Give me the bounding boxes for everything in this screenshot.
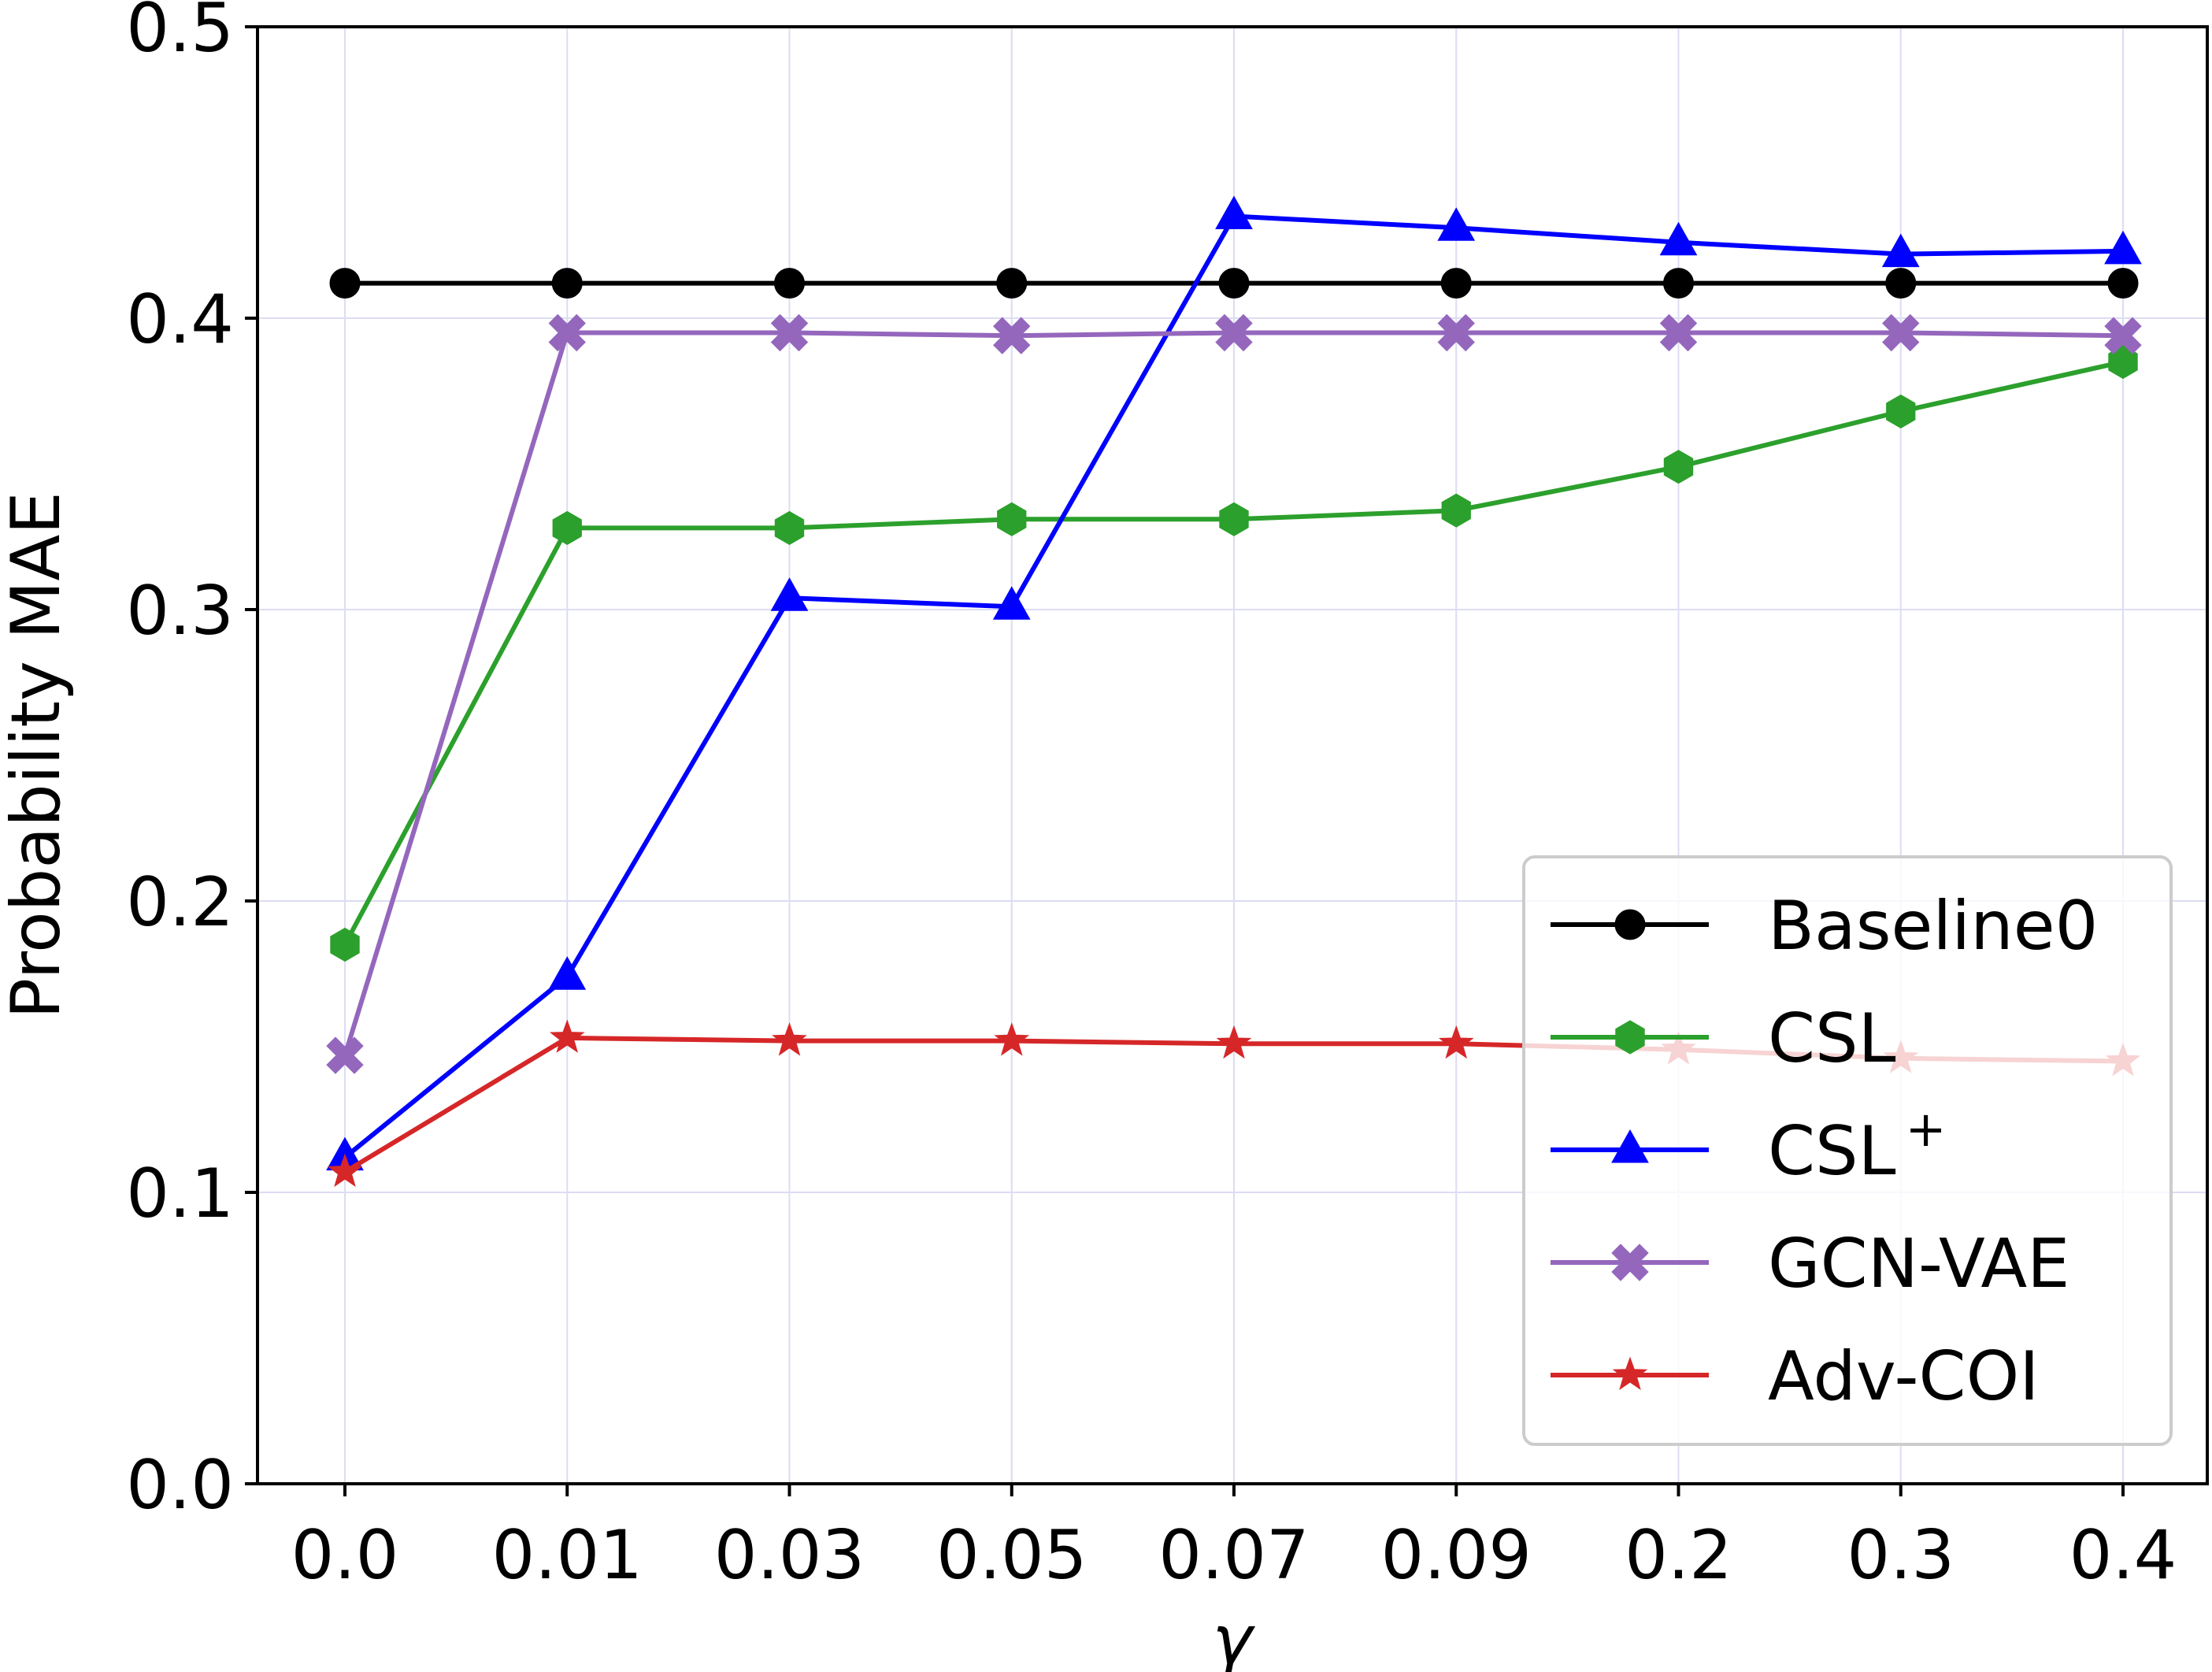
- legend-entry: GCN-VAE: [1551, 1225, 2070, 1303]
- data-point: [1663, 268, 1694, 299]
- legend-label: CSL: [1768, 999, 1896, 1078]
- data-point: [1659, 313, 1698, 352]
- y-tick-label: 0.0: [126, 1446, 234, 1525]
- data-point: [1437, 207, 1476, 241]
- data-point: [2104, 230, 2142, 265]
- data-point: [2104, 317, 2142, 354]
- legend-label: Baseline0: [1768, 887, 2098, 966]
- data-point: [327, 1153, 363, 1188]
- x-tick-label: 0.09: [1381, 1516, 1532, 1595]
- legend-box: [1522, 855, 2173, 1446]
- data-point: [997, 502, 1027, 536]
- legend-marker: [1615, 1020, 1645, 1055]
- legend-marker: [1611, 1244, 1649, 1281]
- data-point: [1886, 394, 1916, 428]
- series-1: [330, 344, 2138, 962]
- data-point: [1216, 1025, 1252, 1059]
- data-point: [993, 317, 1031, 354]
- x-tick-label: 0.3: [1847, 1516, 1954, 1595]
- data-point: [552, 510, 582, 545]
- data-point: [1215, 313, 1253, 352]
- data-point: [1882, 313, 1920, 352]
- data-point: [548, 956, 587, 990]
- x-tick-label: 0.0: [291, 1516, 399, 1595]
- y-axis-label: Probability MAE: [0, 491, 76, 1018]
- y-tick-label: 0.2: [126, 863, 234, 942]
- data-point: [772, 1022, 807, 1056]
- series-2: [326, 195, 2142, 1171]
- legend-label: GCN-VAE: [1768, 1225, 2070, 1303]
- legend-label: CSL +: [1768, 1100, 1947, 1191]
- x-tick-label: 0.4: [2069, 1516, 2177, 1595]
- data-point: [1218, 268, 1250, 299]
- data-point: [1440, 268, 1472, 299]
- x-axis-label: γ: [1213, 1601, 1256, 1672]
- data-point: [2108, 344, 2138, 380]
- data-point: [548, 313, 586, 352]
- legend: Baseline0 CSL CSL + GCN-VAE Adv-COI: [1522, 855, 2173, 1446]
- data-point: [996, 268, 1028, 299]
- series-3: [326, 313, 2142, 1074]
- legend-entry: CSL: [1551, 999, 1896, 1078]
- data-point: [994, 1022, 1030, 1056]
- legend-marker: [1612, 1356, 1648, 1390]
- x-tick-label: 0.2: [1625, 1516, 1732, 1595]
- series-0: [329, 268, 2139, 299]
- legend-marker: [1611, 1129, 1649, 1163]
- data-point: [2107, 268, 2139, 299]
- data-point: [1663, 450, 1694, 484]
- x-tick-label: 0.07: [1158, 1516, 1309, 1595]
- legend-entry: Baseline0: [1551, 887, 2098, 966]
- y-tick-label: 0.5: [126, 0, 234, 68]
- data-point: [1659, 221, 1698, 256]
- legend-marker: [1614, 909, 1646, 940]
- y-tick-label: 0.3: [126, 572, 234, 651]
- legend-entry: Adv-COI: [1551, 1337, 2040, 1416]
- x-tick-label: 0.01: [492, 1516, 643, 1595]
- data-point: [326, 1036, 364, 1074]
- data-point: [770, 577, 809, 611]
- axes: 0.0 0.01 0.03 0.05 0.07 0.09 0.2 0.3 0.4 0.0 0.1 0.…: [126, 0, 2177, 1595]
- data-point: [1215, 195, 1253, 229]
- data-point: [551, 268, 583, 299]
- y-tick-label: 0.1: [126, 1155, 234, 1233]
- data-point: [1438, 1025, 1474, 1059]
- data-point: [1437, 313, 1475, 352]
- x-tick-label: 0.03: [714, 1516, 865, 1595]
- y-tick-label: 0.4: [126, 280, 234, 359]
- data-point: [329, 268, 361, 299]
- data-point: [1219, 502, 1249, 536]
- legend-entry: CSL +: [1551, 1100, 1947, 1191]
- legend-label: Adv-COI: [1768, 1337, 2040, 1416]
- data-point: [774, 268, 805, 299]
- data-point: [1441, 493, 1471, 528]
- data-point: [549, 1019, 585, 1053]
- data-point: [1885, 268, 1917, 299]
- data-point: [992, 586, 1031, 620]
- data-point: [774, 510, 805, 545]
- data-point: [1881, 233, 1920, 268]
- x-tick-label: 0.05: [936, 1516, 1087, 1595]
- data-point: [770, 313, 809, 352]
- data-point: [330, 927, 360, 962]
